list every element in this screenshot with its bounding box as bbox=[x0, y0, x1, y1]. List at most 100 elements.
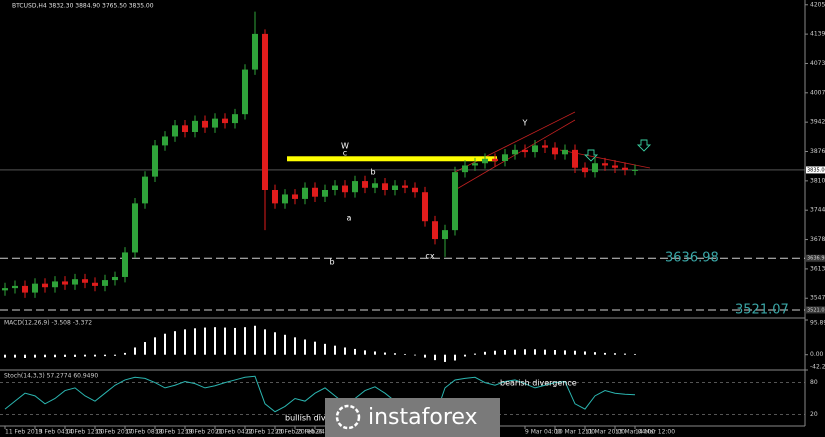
macd-bar bbox=[434, 354, 436, 361]
level-label: 3521.07 bbox=[735, 302, 789, 317]
candle-body bbox=[512, 149, 518, 155]
x-tick-label: 18 Feb 12:00 bbox=[155, 429, 195, 436]
x-tick-label: 11 Feb 2019 bbox=[5, 429, 43, 436]
y-tick-label: 4073.70 bbox=[810, 60, 825, 67]
candle-body bbox=[502, 154, 508, 162]
candle-body bbox=[412, 187, 418, 193]
macd-bar bbox=[324, 343, 326, 355]
macd-bar bbox=[374, 351, 376, 355]
macd-title: MACD(12,26,9) -3.508 -3.372 bbox=[4, 320, 92, 327]
macd-bar bbox=[74, 354, 76, 357]
macd-bar bbox=[514, 349, 516, 355]
candle-body bbox=[82, 279, 88, 283]
macd-bar bbox=[474, 353, 476, 355]
candle-body bbox=[432, 221, 438, 240]
candle-body bbox=[222, 118, 228, 124]
candle-body bbox=[92, 282, 98, 286]
candle-body bbox=[562, 149, 568, 155]
candle-body bbox=[302, 187, 308, 199]
candle-body bbox=[542, 145, 548, 148]
macd-bar bbox=[464, 354, 466, 357]
candle-body bbox=[472, 163, 478, 166]
candle-body bbox=[272, 189, 278, 204]
candle-body bbox=[142, 176, 148, 204]
macd-bar bbox=[594, 352, 596, 355]
candle-body bbox=[452, 172, 458, 231]
macd-bar bbox=[264, 329, 266, 355]
candle-body bbox=[32, 283, 38, 293]
macd-bar bbox=[304, 339, 306, 355]
candle-body bbox=[242, 69, 248, 115]
macd-bar bbox=[254, 325, 256, 355]
y-tick-label: 3547.30 bbox=[810, 295, 825, 302]
candle-body bbox=[52, 281, 58, 288]
candle-body bbox=[62, 281, 68, 285]
candle-body bbox=[292, 194, 298, 199]
macd-bar bbox=[634, 353, 636, 355]
macd-bar bbox=[364, 350, 366, 355]
x-tick-label: 23 Feb 20:00 bbox=[275, 429, 315, 436]
candle-body bbox=[252, 33, 258, 70]
macd-bar bbox=[184, 329, 186, 355]
y-tick-label: 3876.30 bbox=[810, 148, 825, 155]
macd-bar bbox=[134, 347, 136, 355]
candle-body bbox=[422, 192, 428, 222]
candle-body bbox=[592, 163, 598, 173]
macd-bar bbox=[44, 354, 46, 358]
candle-body bbox=[162, 136, 168, 146]
arrows bbox=[583, 139, 652, 162]
candle-body bbox=[212, 118, 218, 128]
macd-bar bbox=[404, 353, 406, 355]
candle-body bbox=[2, 288, 8, 291]
candle-body bbox=[572, 149, 578, 168]
macd-bar bbox=[394, 353, 396, 355]
level-axis-box bbox=[806, 306, 825, 314]
x-tick-label: 14 Mar 12:00 bbox=[635, 429, 675, 436]
macd-bar bbox=[234, 327, 236, 355]
down-arrow bbox=[583, 149, 599, 162]
candle-body bbox=[362, 181, 368, 188]
macd-bar bbox=[604, 352, 606, 355]
macd-bar bbox=[104, 354, 106, 357]
x-tick-label: 19 Feb 20:00 bbox=[185, 429, 225, 436]
down-arrow bbox=[636, 139, 652, 152]
x-tick-label: 13 Mar 04:00 bbox=[615, 429, 655, 436]
wave-label: c bbox=[343, 149, 347, 158]
y-tick-label: 0.00 bbox=[810, 351, 824, 358]
y-tick-label: -42.267 bbox=[810, 364, 825, 371]
macd-bar bbox=[574, 350, 576, 355]
macd-bar bbox=[334, 345, 336, 355]
x-tick-label: 11 Mar 20:00 bbox=[585, 429, 625, 436]
candle-body bbox=[462, 165, 468, 173]
macd-bar bbox=[94, 354, 96, 357]
last-price-box bbox=[806, 166, 825, 174]
y-tick-label: 4139.50 bbox=[810, 31, 825, 38]
candle-body bbox=[602, 163, 608, 166]
macd-bar bbox=[224, 327, 226, 355]
candle-body bbox=[282, 194, 288, 204]
wave-label: b bbox=[329, 258, 334, 267]
candle-body bbox=[532, 145, 538, 153]
watermark-icon bbox=[335, 404, 361, 430]
macd-bar bbox=[244, 327, 246, 355]
level-axis-label: 3521.07 bbox=[807, 307, 825, 313]
candle-body bbox=[352, 181, 358, 193]
x-tick-label: 25 Feb 04:00 bbox=[295, 429, 335, 436]
macd-bar bbox=[14, 354, 16, 358]
candle-body bbox=[372, 183, 378, 188]
stoch-line bbox=[4, 375, 636, 420]
macd-bar bbox=[64, 354, 66, 357]
x-tick-label: 22 Feb 12:00 bbox=[245, 429, 285, 436]
watermark: instaforex bbox=[325, 398, 500, 437]
candle-body bbox=[132, 203, 138, 253]
macd-bar bbox=[164, 333, 166, 355]
wave-label: W bbox=[341, 142, 349, 151]
candle-body bbox=[192, 120, 198, 133]
candle-body bbox=[172, 125, 178, 137]
y-tick-label: 4007.90 bbox=[810, 89, 825, 96]
level-axis-box bbox=[806, 254, 825, 262]
wave-label: Y bbox=[522, 119, 528, 128]
macd-bar bbox=[154, 337, 156, 355]
candle-body bbox=[322, 189, 328, 197]
